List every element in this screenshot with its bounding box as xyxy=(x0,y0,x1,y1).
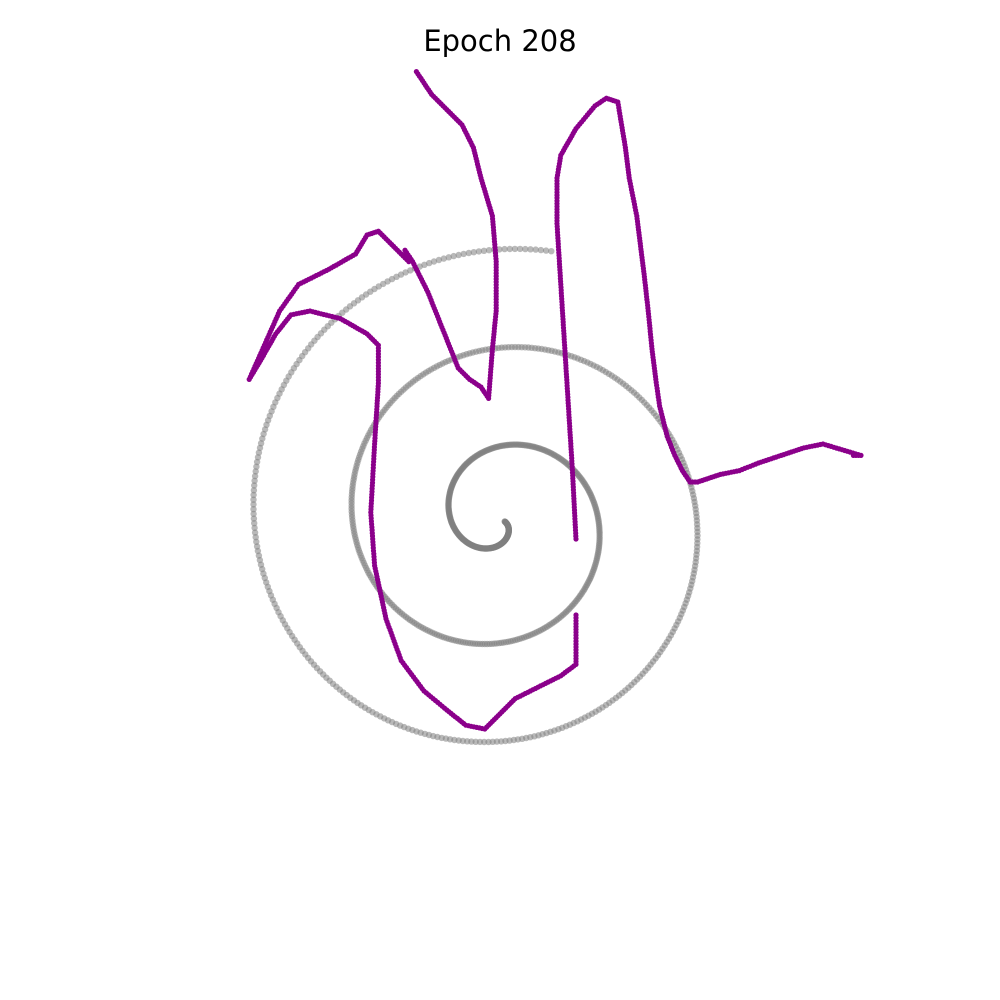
target-point xyxy=(250,487,258,494)
target-point xyxy=(527,246,534,253)
target-point xyxy=(251,482,258,489)
target-point xyxy=(470,249,477,256)
target-point xyxy=(480,247,488,254)
target-point xyxy=(435,256,443,264)
target-point xyxy=(496,246,503,253)
target-point xyxy=(426,259,433,267)
target-point xyxy=(430,258,438,265)
target-point xyxy=(455,251,462,259)
target-point xyxy=(522,245,529,253)
target-point xyxy=(251,477,258,484)
generated-point xyxy=(573,536,579,542)
target-point xyxy=(440,255,447,262)
target-point xyxy=(421,261,428,268)
target-point xyxy=(542,247,550,254)
target-point xyxy=(251,524,258,532)
target-point xyxy=(253,463,260,470)
target-point xyxy=(251,472,259,480)
target-point xyxy=(450,252,457,260)
target-point xyxy=(465,249,472,257)
target-point xyxy=(532,246,539,253)
target-point xyxy=(501,245,508,253)
target-point xyxy=(250,491,257,499)
target-point xyxy=(460,250,467,258)
target-point xyxy=(251,529,259,536)
target-point xyxy=(250,501,257,508)
target-point xyxy=(537,246,545,254)
target-point xyxy=(516,245,524,253)
target-point xyxy=(445,254,452,261)
generated-series xyxy=(246,69,864,732)
target-point xyxy=(548,248,555,255)
target-point xyxy=(250,506,257,513)
target-point xyxy=(250,515,258,522)
target-point xyxy=(250,510,257,518)
target-spiral-series xyxy=(250,245,701,746)
target-point xyxy=(475,248,483,255)
target-point xyxy=(250,496,257,503)
target-point xyxy=(251,520,258,527)
target-point xyxy=(485,247,493,254)
generated-point xyxy=(413,69,419,75)
target-point xyxy=(511,245,519,253)
target-point xyxy=(253,543,261,550)
target-point xyxy=(506,245,513,253)
chart-title: Epoch 208 xyxy=(423,24,577,58)
target-point xyxy=(252,468,259,475)
